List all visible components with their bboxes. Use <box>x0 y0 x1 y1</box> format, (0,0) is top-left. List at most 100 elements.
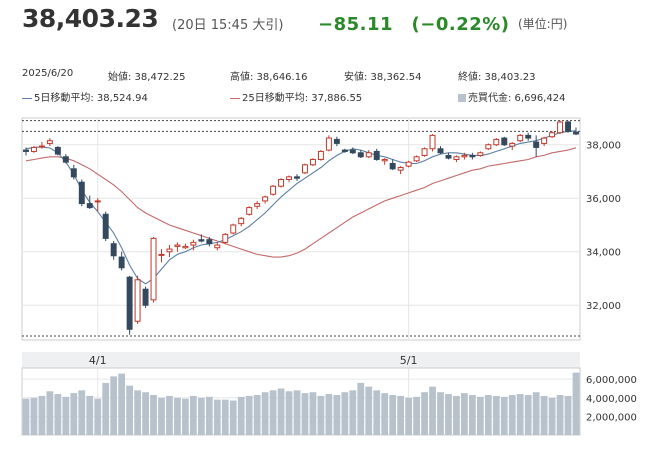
candle-body <box>270 185 277 195</box>
candle-body <box>333 138 340 144</box>
volume-bar <box>62 396 70 435</box>
volume-bar <box>277 388 285 435</box>
volume-bar <box>197 397 205 435</box>
volume-bar <box>150 394 157 435</box>
candle-body <box>517 134 524 142</box>
volume-bar <box>253 394 261 435</box>
candle-body <box>46 140 53 144</box>
volume-bar <box>70 393 78 435</box>
info-low: 安値: 38,362.54 <box>344 72 422 83</box>
volume-bar <box>556 394 564 435</box>
volume-bar <box>166 395 173 435</box>
volume-bar <box>317 395 325 435</box>
volume-bar <box>126 385 133 435</box>
volume-swatch-icon <box>458 94 466 102</box>
info-high: 高値: 38,646.16 <box>230 72 308 83</box>
info-close: 終値: 38,403.23 <box>458 72 536 83</box>
volume-bar <box>325 394 333 435</box>
candle-body <box>397 166 404 171</box>
candle-body <box>182 245 189 249</box>
ma25-line <box>25 147 577 258</box>
candle-body <box>86 203 93 209</box>
date-axis-band <box>22 352 580 368</box>
volume-bar <box>492 395 500 435</box>
volume-plot-frame <box>21 367 581 436</box>
volume-tick-label: 6,000,000 <box>586 375 637 386</box>
volume-bar <box>564 395 572 435</box>
candle-body <box>302 164 308 174</box>
candle-body <box>325 137 332 151</box>
candle-body <box>565 121 572 132</box>
volume-bar <box>213 399 221 435</box>
candle-body <box>190 241 197 246</box>
volume-bar <box>373 390 381 435</box>
candle-body <box>246 207 253 215</box>
volume-bar <box>205 396 213 435</box>
volume-bar <box>301 393 309 435</box>
candle-body <box>533 141 540 148</box>
candle-body <box>110 243 117 257</box>
volume-bar <box>30 397 38 435</box>
volume-bar <box>516 394 524 435</box>
volume-bar <box>476 396 484 435</box>
candle-body <box>381 158 388 162</box>
volume-bar <box>421 392 428 435</box>
candle-body <box>349 149 356 154</box>
price-tick-label: 32,000 <box>586 301 621 312</box>
volume-bar <box>142 392 149 435</box>
date-tick-label: 4/1 <box>89 354 107 367</box>
candle-body <box>557 121 564 134</box>
volume-bar <box>508 394 516 435</box>
candle-body <box>78 181 85 205</box>
candle-body <box>38 145 45 148</box>
info-date: 2025/6/20 <box>22 68 74 79</box>
volume-tick-label: 4,000,000 <box>586 394 637 405</box>
volume-bar <box>174 397 181 435</box>
candle-body <box>461 154 468 158</box>
volume-bar <box>572 372 580 435</box>
candle-body <box>453 156 460 160</box>
volume-bar <box>182 398 189 435</box>
candle-body <box>573 131 579 135</box>
ma5-line <box>25 130 577 285</box>
ma25-swatch-icon <box>230 97 240 99</box>
volume-bar <box>429 386 436 435</box>
volume-bar <box>389 394 397 435</box>
candle-body <box>222 233 229 243</box>
candle-body <box>142 288 149 306</box>
candle-body <box>166 248 173 253</box>
volume-bar <box>341 392 349 435</box>
legend-ma25-label: 25日移動平均: 37,886.55 <box>242 93 363 104</box>
volume-bar <box>381 393 389 435</box>
volume-bar <box>269 390 277 435</box>
price-change: −85.11 (−0.22%) <box>318 14 510 35</box>
candle-body <box>214 244 221 249</box>
candle-body <box>309 158 316 166</box>
volume-bar <box>134 390 141 435</box>
unit-label: (単位:円) <box>518 17 568 31</box>
volume-bar <box>22 398 30 435</box>
volume-bar <box>245 395 253 435</box>
volume-bar <box>261 392 269 435</box>
volume-bar <box>349 390 357 435</box>
quote-header: 38,403.23 (20日 15:45 大引) −85.11 (−0.22%)… <box>0 0 656 44</box>
volume-bar <box>78 390 86 435</box>
candle-body <box>477 152 484 156</box>
volume-bar <box>357 382 365 435</box>
price-plot-frame <box>21 117 581 341</box>
candle-body <box>341 149 348 152</box>
volume-bar <box>309 392 317 435</box>
volume-bar <box>333 394 341 435</box>
volume-bar <box>484 394 492 435</box>
candle-body <box>62 156 69 163</box>
volume-bar <box>190 395 197 435</box>
candle-body <box>158 253 165 256</box>
candle-body <box>94 200 101 203</box>
candle-body <box>357 152 364 158</box>
candle-body <box>238 217 245 225</box>
volume-bar <box>118 373 126 435</box>
volume-bar <box>397 395 405 435</box>
volume-bar <box>445 394 452 435</box>
timestamp: (20日 15:45 大引) <box>172 18 284 33</box>
